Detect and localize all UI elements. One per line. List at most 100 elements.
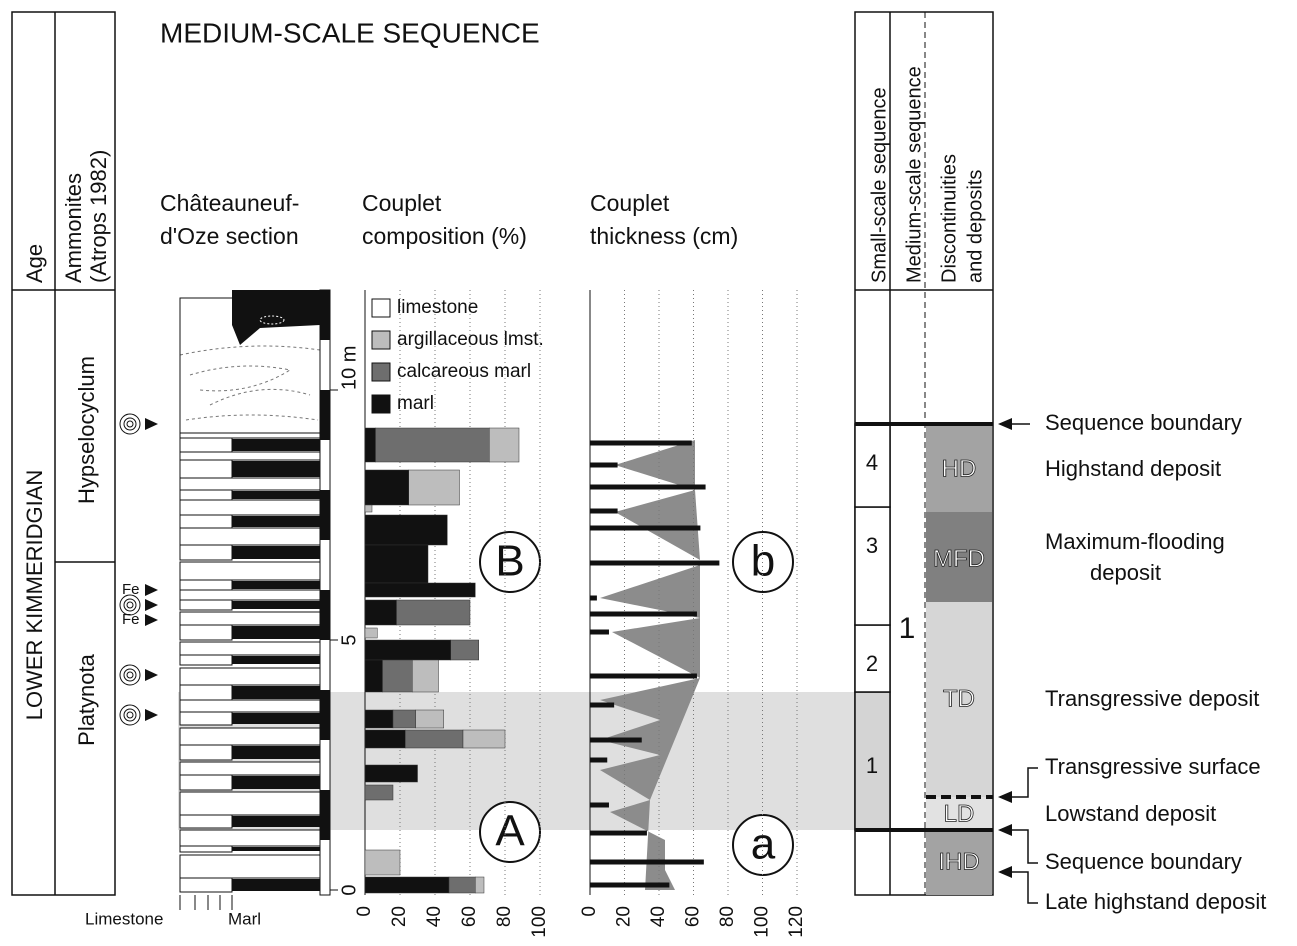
ammonite-icon [124, 669, 136, 681]
composition-segment [409, 470, 460, 505]
trend-triangle [615, 440, 695, 490]
deposit-label: LD [944, 800, 975, 827]
x-tick-label: 40 [648, 906, 669, 927]
deposit-label: IHD [938, 848, 979, 875]
title: MEDIUM-SCALE SEQUENCE [160, 17, 540, 48]
marl-bed [180, 625, 232, 640]
column-header: and deposits [964, 170, 986, 283]
thickness-bar [590, 883, 669, 888]
thickness-bar [590, 758, 607, 763]
thickness-bar [590, 612, 697, 617]
marl-bed [232, 601, 320, 609]
composition-segment [365, 505, 372, 512]
marl-bed [180, 712, 232, 725]
limestone-bed [180, 642, 320, 655]
limestone-bed [180, 590, 320, 600]
composition-segment [397, 600, 471, 625]
marl-bed [180, 846, 232, 852]
depth-tick-label: 10 m [338, 346, 360, 390]
x-tick-label: 80 [717, 906, 738, 927]
ammonite-icon [127, 672, 133, 678]
thickness-bar [590, 463, 618, 468]
x-tick-label: 80 [494, 906, 515, 927]
limestone-bed [180, 762, 320, 775]
thickness-bar [590, 526, 700, 531]
ammonites-header: (Atrops 1982) [86, 150, 111, 283]
depth-bar-segment [320, 590, 330, 640]
limestone-bed [180, 792, 320, 815]
annotation: Sequence boundary [1045, 410, 1242, 435]
limestone-bed [180, 562, 320, 580]
composition-segment [451, 640, 479, 660]
annotation: Transgressive surface [1045, 754, 1261, 779]
composition-segment [365, 583, 475, 597]
legend-label: argillaceous lmst. [397, 329, 544, 350]
depth-bar-segment [320, 290, 330, 340]
composition-segment [365, 850, 400, 875]
marl-bed [232, 461, 320, 477]
thickness-bar [590, 738, 642, 743]
column-header: composition (%) [362, 223, 527, 249]
composition-segment [365, 710, 393, 728]
marker-arrow [145, 418, 158, 430]
x-tick-label: 0 [354, 906, 375, 917]
composition-segment [365, 765, 418, 782]
limestone-bed [180, 830, 320, 846]
arrow-head [998, 791, 1012, 803]
composition-segment [412, 660, 438, 692]
ammonite-icon [127, 602, 133, 608]
thickness-bar [590, 485, 706, 490]
annotation: Maximum-flooding [1045, 529, 1225, 554]
marl-bed [180, 600, 232, 610]
composition-segment [365, 640, 451, 660]
small-sequence-label: 1 [866, 753, 878, 778]
thickness-bar [590, 803, 609, 808]
marker-arrow [145, 669, 158, 681]
ammonite-icon [124, 418, 136, 430]
limestone-bed [180, 500, 320, 515]
composition-segment [475, 877, 484, 893]
marker-arrow [145, 584, 158, 596]
legend-label: marl [397, 393, 434, 414]
limestone-bed [180, 700, 320, 712]
marl-bed [232, 546, 320, 559]
composition-segment [365, 428, 376, 462]
composition-segment [365, 628, 377, 638]
arrow-heads [998, 418, 1012, 878]
annotation: deposit [1090, 560, 1161, 585]
marl-bed [232, 626, 320, 639]
x-tick-label: 60 [683, 906, 704, 927]
column-header: Couplet [362, 190, 442, 216]
marker-arrow [145, 709, 158, 721]
annotation: Sequence boundary [1045, 849, 1242, 874]
marl-bed [180, 490, 232, 500]
lithology-label: Marl [228, 909, 261, 928]
legend-swatch [372, 395, 390, 413]
column-header: Medium-scale sequence [903, 66, 925, 283]
trend-triangle [612, 618, 700, 678]
medium-sequence-number: 1 [899, 612, 916, 645]
marl-bed [232, 746, 320, 759]
marl-bed [180, 545, 232, 560]
composition-segment [383, 660, 413, 692]
age-header: Age [22, 244, 47, 283]
composition-segment [365, 785, 393, 800]
composition-segment [376, 428, 490, 462]
thickness-bar [590, 831, 647, 836]
column-header: Châteauneuf- [160, 190, 299, 216]
marl-bed [232, 581, 320, 589]
composition-segment [365, 730, 405, 748]
deposit-label: MFD [933, 545, 985, 572]
legend-swatch [372, 331, 390, 349]
composition-segment [365, 660, 383, 692]
x-tick-label: 100 [752, 906, 773, 938]
figure: Age Ammonites (Atrops 1982) LOWER KIMMER… [0, 0, 1297, 946]
thickness-bar [590, 596, 597, 601]
thickness-bar [590, 561, 719, 566]
ammonite-icon [120, 705, 140, 725]
legend-label: limestone [397, 297, 478, 318]
depth-bar-segment [320, 390, 330, 440]
x-tick-label: 20 [614, 906, 635, 927]
marl-bed [232, 847, 320, 851]
composition-segment [449, 877, 475, 893]
